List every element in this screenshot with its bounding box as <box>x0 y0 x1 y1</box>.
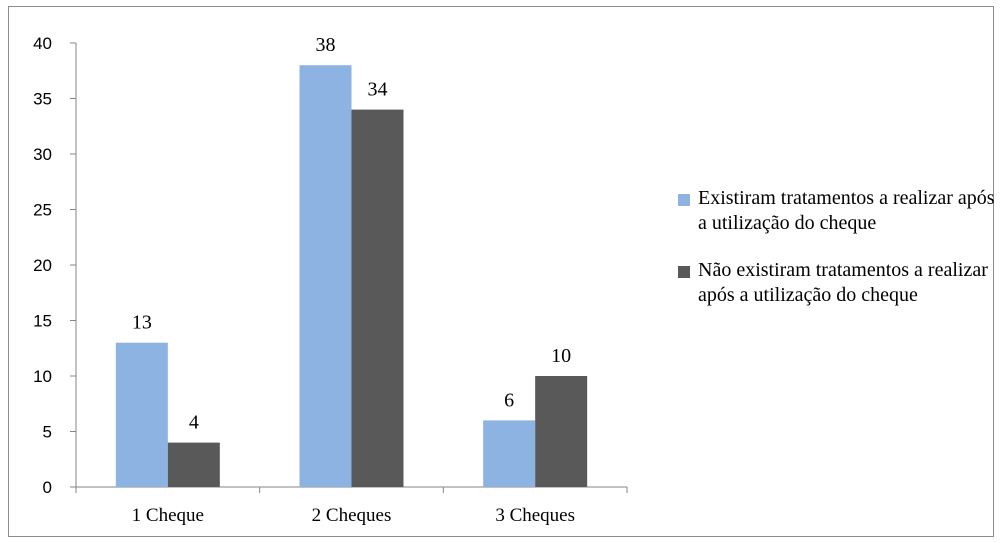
y-tick-label: 15 <box>33 312 52 331</box>
x-category-label: 2 Cheques <box>312 505 392 526</box>
data-label-series-2: 34 <box>368 79 388 101</box>
legend-swatch-series-1 <box>678 194 690 206</box>
x-category-label: 1 Cheque <box>132 505 204 526</box>
x-axis: 1 Cheque 2 Cheques 3 Cheques <box>75 486 628 526</box>
data-label-series-2: 10 <box>551 345 571 367</box>
bar-series-1 <box>115 342 168 487</box>
legend-label-series-1: Existiram tratamentos a realizar após a … <box>698 187 995 234</box>
data-labels: 13 4 38 34 6 10 <box>132 34 571 433</box>
legend-label-series-2: Não existiram tratamentos a realizar apó… <box>698 259 988 306</box>
bar-series-2 <box>535 376 588 487</box>
x-category-label: 3 Cheques <box>495 505 575 526</box>
y-tick-label: 5 <box>43 423 52 442</box>
legend: Existiram tratamentos a realizar após a … <box>678 186 998 330</box>
bars <box>115 65 588 487</box>
data-label-series-2: 4 <box>189 412 199 434</box>
y-tick-label: 0 <box>43 478 52 497</box>
y-tick-label: 25 <box>33 201 52 220</box>
y-tick-label: 35 <box>33 90 52 109</box>
legend-item-series-1: Existiram tratamentos a realizar após a … <box>678 186 998 236</box>
legend-item-series-2: Não existiram tratamentos a realizar apó… <box>678 258 998 308</box>
data-label-series-1: 13 <box>132 312 152 334</box>
y-tick-label: 40 <box>33 34 52 53</box>
bar-series-1 <box>299 65 352 487</box>
y-tick-label: 10 <box>33 367 52 386</box>
y-axis: 0 5 10 15 20 25 30 35 40 <box>33 34 77 497</box>
data-label-series-1: 38 <box>316 34 336 56</box>
bar-series-2 <box>167 442 220 487</box>
legend-swatch-series-2 <box>678 266 690 278</box>
bar-series-1 <box>483 420 536 487</box>
y-tick-label: 20 <box>33 256 52 275</box>
data-label-series-1: 6 <box>504 389 514 411</box>
y-tick-label: 30 <box>33 145 52 164</box>
bar-series-2 <box>351 109 404 487</box>
